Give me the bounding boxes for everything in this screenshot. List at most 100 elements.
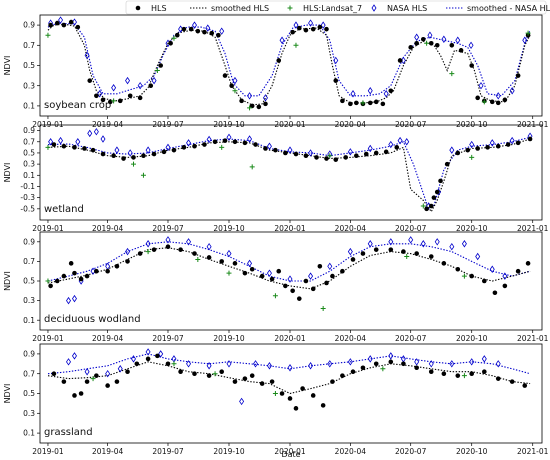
hls-point (202, 142, 207, 147)
nasa-hls-point (449, 146, 455, 154)
nasa-hls-point (145, 146, 151, 154)
panel-grassland: 0.1 0.3 0.5 0.7 0.9 NDVI 2019-01 2019-04 2019-07… (3, 343, 549, 456)
hls-point (61, 273, 67, 279)
landsat7-point (249, 164, 255, 170)
hls-point (434, 189, 440, 195)
landsat7-point (272, 391, 278, 396)
hls-point (141, 153, 146, 159)
nasa-hls-point (449, 360, 455, 368)
hls-point (380, 101, 386, 107)
nasa-hls-point (165, 143, 171, 152)
hls-point (424, 206, 429, 212)
nasa-hls-point (75, 138, 81, 146)
nasa-hls-point (262, 94, 268, 102)
x-tick-label: 2019-10 (213, 334, 245, 343)
x-axis-label: Date (281, 450, 300, 459)
hls-point (373, 247, 379, 252)
nasa-hls-point (308, 362, 314, 370)
hls-point (388, 247, 394, 252)
nasa-hls-point (137, 81, 143, 90)
nasa-hls-point (367, 87, 373, 95)
nasa-hls-point (502, 272, 508, 280)
hls-point (206, 255, 212, 260)
hls-point (48, 22, 53, 28)
nasa-hls-point (308, 149, 314, 157)
nasa-hls-point (239, 397, 245, 406)
hls-point (174, 32, 180, 38)
hls-point (296, 25, 302, 31)
hls-point (420, 36, 426, 42)
nasa-hls-point (206, 242, 212, 251)
hls-point (145, 356, 151, 362)
hls-point (61, 143, 67, 149)
hls-point (165, 361, 171, 367)
hls-point (367, 100, 373, 106)
hls-point (94, 268, 99, 274)
nasa-hls-point (125, 247, 131, 256)
hls-point (171, 147, 177, 153)
x-tick-label: 2019-04 (92, 334, 124, 343)
nasa-hls-point (469, 358, 475, 366)
nasa-hls-point (247, 259, 253, 268)
nasa-hls-point (509, 136, 515, 145)
landsat7-point (293, 42, 299, 48)
nasa-hls-point (125, 76, 131, 85)
hls-point (515, 268, 521, 274)
nasa-hls-point (145, 348, 151, 356)
y-tick-label: -0.5 (20, 204, 35, 213)
nasa-hls-point (206, 135, 212, 144)
plot-frame (39, 124, 543, 221)
hls-point (192, 371, 197, 377)
hls-point (303, 153, 309, 159)
hls-point (293, 151, 299, 157)
x-tick-label: 2019-04 (92, 120, 124, 129)
y-tick-label: 0.1 (23, 102, 35, 111)
x-tick-label: 2021-01 (517, 447, 549, 456)
nasa-hls-point (66, 296, 71, 305)
hls-point (178, 369, 183, 375)
hls-point (330, 273, 335, 279)
nasa-hls-point (266, 142, 272, 150)
hls-point (51, 371, 57, 377)
hls-point (242, 140, 248, 146)
hls-point (502, 283, 508, 289)
nasa-hls-point (404, 138, 410, 146)
nasa-hls-point (232, 76, 238, 85)
hls-point (428, 40, 434, 46)
hls-point (428, 369, 434, 375)
hls-point (148, 83, 154, 88)
y-tick-label: 0.3 (23, 81, 35, 90)
hls-point (330, 379, 335, 384)
smoothed-nasa-hls-line (47, 353, 531, 375)
hls-point (72, 393, 77, 398)
hls-point (131, 155, 136, 160)
hls-point (401, 361, 406, 367)
hls-point (232, 261, 238, 266)
hls-point (94, 93, 99, 99)
hls-point (431, 195, 437, 200)
hls-point (84, 379, 90, 384)
hls-point (222, 138, 228, 143)
nasa-hls-point (226, 360, 232, 368)
hls-point (489, 99, 495, 105)
nasa-hls-point (308, 19, 314, 27)
x-tick-label: 2020-10 (456, 120, 488, 129)
hls-point (350, 369, 356, 375)
hls-point (300, 386, 305, 391)
hls-point (269, 276, 275, 282)
x-tick-label: 2021-01 (517, 224, 549, 233)
nasa-hls-point (397, 136, 403, 145)
panel-label: soybean crop (44, 100, 111, 111)
nasa-hls-point (414, 358, 420, 366)
nasa-hls-point (461, 240, 467, 248)
landsat7-point (111, 98, 117, 104)
hls-point (388, 359, 394, 365)
hls-point (394, 145, 400, 150)
nasa-hls-point (367, 355, 373, 363)
hls-point (492, 290, 498, 296)
hls-point (216, 32, 221, 38)
hls-point (178, 247, 183, 252)
nasa-hls-point (469, 140, 475, 149)
legend: HLS smoothed HLS HLS:Landsat_7 NASA HLS smoo… (125, 0, 550, 15)
hls-point (202, 29, 207, 35)
